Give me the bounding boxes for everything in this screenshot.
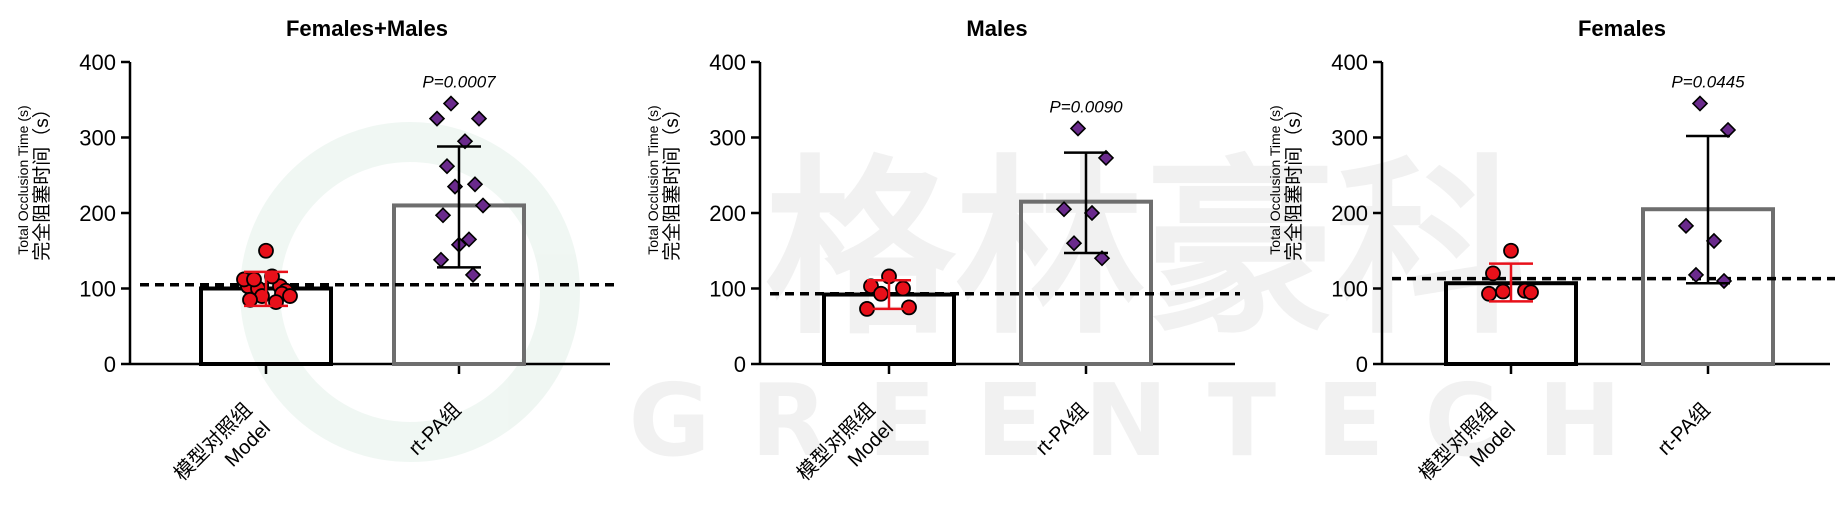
data-point-rtpa: [1715, 272, 1733, 290]
data-point-model: [1495, 283, 1511, 300]
y-tick-label: 400: [709, 50, 746, 75]
data-point-rtpa: [1093, 250, 1111, 267]
data-point-rtpa: [464, 266, 482, 284]
y-tick-label: 400: [1331, 50, 1368, 75]
y-tick-label: 300: [1331, 126, 1368, 151]
data-point-model: [258, 242, 274, 259]
chart-title: Males: [966, 16, 1027, 41]
data-point-rtpa: [1677, 217, 1695, 234]
y-axis-label-en: Total Occlusion Time (s): [1267, 105, 1283, 254]
data-point-model: [873, 285, 889, 302]
y-tick-label: 400: [79, 50, 116, 75]
p-value-label: P=0.0007: [422, 73, 496, 92]
p-value-label: P=0.0090: [1049, 97, 1123, 116]
data-point-rtpa: [1691, 95, 1709, 112]
y-tick-label: 200: [1331, 201, 1368, 226]
data-point-model: [895, 280, 911, 297]
chart-title: Females+Males: [286, 16, 448, 41]
data-point-rtpa: [442, 95, 460, 112]
y-axis-label-cn: 完全阻塞时间（s）: [31, 99, 53, 261]
x-tick-label-rtpa: rt-PA组: [1653, 398, 1715, 460]
data-point-rtpa: [1069, 120, 1087, 137]
y-tick-label: 100: [709, 277, 746, 302]
data-point-model: [1481, 285, 1497, 302]
data-point-model: [1523, 284, 1539, 301]
data-point-rtpa: [1065, 235, 1083, 252]
data-point-model: [282, 288, 298, 304]
data-point-rtpa: [1687, 266, 1705, 284]
data-point-rtpa: [474, 197, 492, 214]
watermark-logo-ring: [240, 122, 580, 462]
y-axis-label-cn: 完全阻塞时间（s）: [661, 99, 683, 261]
y-tick-label: 100: [1331, 277, 1368, 302]
data-point-model: [1503, 242, 1519, 259]
data-point-rtpa: [434, 207, 452, 224]
data-point-rtpa: [428, 110, 446, 127]
data-point-rtpa: [456, 133, 474, 150]
y-tick-label: 0: [104, 352, 116, 377]
data-point-rtpa: [470, 110, 488, 127]
watermark-chinese-text: 格林豪科: [765, 139, 1525, 360]
y-tick-label: 0: [1356, 352, 1368, 377]
data-point-model: [1485, 265, 1501, 282]
data-point-rtpa: [432, 251, 450, 268]
watermark-english-text: GREENTECH: [629, 362, 1662, 479]
data-point-rtpa: [460, 231, 478, 248]
y-tick-label: 200: [709, 201, 746, 226]
y-tick-label: 200: [79, 201, 116, 226]
watermark: 格林豪科 GREENTECH: [240, 122, 1662, 479]
y-tick-label: 0: [734, 352, 746, 377]
y-axis-label-en: Total Occlusion Time (s): [645, 105, 661, 254]
data-point-model: [246, 271, 262, 288]
y-tick-label: 100: [79, 277, 116, 302]
p-value-label: P=0.0445: [1671, 73, 1745, 92]
y-axis-label-en: Total Occlusion Time (s): [15, 105, 31, 254]
data-point-rtpa: [1705, 232, 1723, 250]
data-point-rtpa: [1083, 204, 1101, 222]
data-point-rtpa: [1097, 149, 1115, 167]
data-point-rtpa: [466, 176, 484, 193]
data-point-rtpa: [1055, 201, 1073, 218]
y-tick-label: 300: [709, 126, 746, 151]
data-point-model: [901, 299, 917, 316]
chart-title: Females: [1578, 16, 1666, 41]
y-tick-label: 300: [79, 126, 116, 151]
y-axis-label-cn: 完全阻塞时间（s）: [1283, 99, 1305, 261]
data-point-rtpa: [438, 158, 456, 175]
